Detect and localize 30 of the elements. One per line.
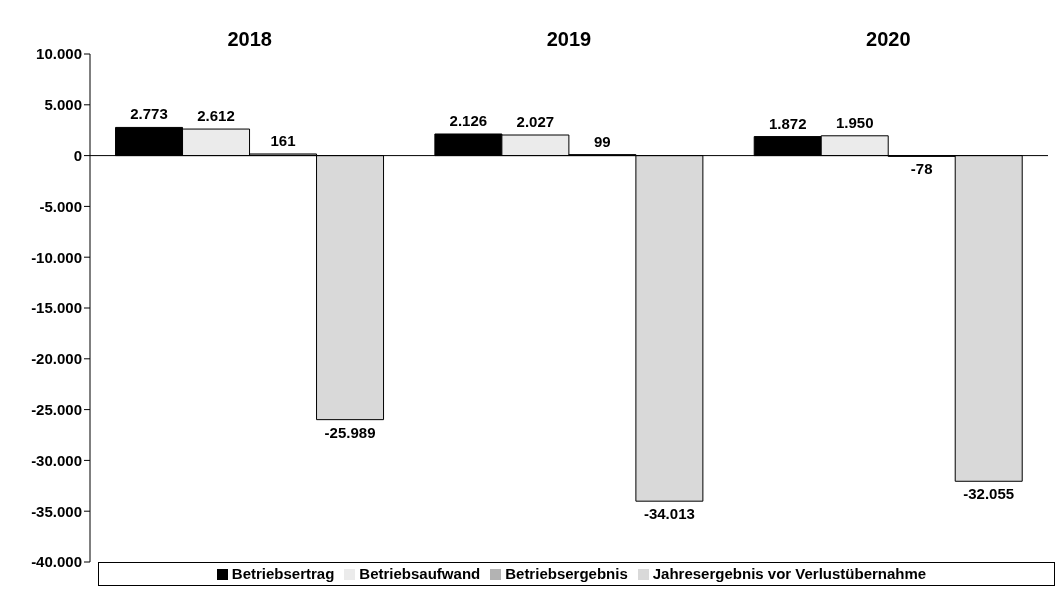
data-label: 99 xyxy=(594,132,611,150)
y-tick-label: 5.000 xyxy=(44,96,82,114)
data-label: 161 xyxy=(270,131,296,149)
y-tick-label: -15.000 xyxy=(31,299,82,317)
x-tick-label: 2018 xyxy=(227,28,272,50)
data-label: -78 xyxy=(910,160,933,178)
x-tick-label: 2020 xyxy=(866,28,911,50)
data-label: -32.055 xyxy=(963,485,1015,503)
y-tick-label: 10.000 xyxy=(36,45,82,63)
data-label: -34.013 xyxy=(643,505,695,523)
data-label: 2.027 xyxy=(516,113,555,131)
y-tick-label: -35.000 xyxy=(31,502,82,520)
legend-label: Betriebsertrag xyxy=(231,565,335,582)
y-tick-label: -5.000 xyxy=(39,197,82,215)
data-label: 1.950 xyxy=(835,113,874,131)
legend-label: Betriebsaufwand xyxy=(359,565,481,582)
legend-label: Betriebsergebnis xyxy=(505,565,628,582)
y-tick-label: -20.000 xyxy=(31,350,82,368)
data-label: 2.126 xyxy=(449,112,488,129)
data-label: 1.872 xyxy=(768,114,807,132)
y-tick-label: -40.000 xyxy=(31,553,82,571)
data-label: 2.773 xyxy=(130,105,168,123)
legend-label: Jahresergebnis vor Verlustübernahme xyxy=(652,565,927,582)
y-tick-label: -30.000 xyxy=(31,451,82,469)
data-label: -25.989 xyxy=(324,423,376,441)
y-tick-label: -10.000 xyxy=(31,248,82,266)
y-tick-label: -25.000 xyxy=(31,400,82,418)
y-tick-label: 0 xyxy=(73,146,82,164)
x-tick-label: 2019 xyxy=(546,28,592,50)
data-label: 2.612 xyxy=(197,107,235,125)
